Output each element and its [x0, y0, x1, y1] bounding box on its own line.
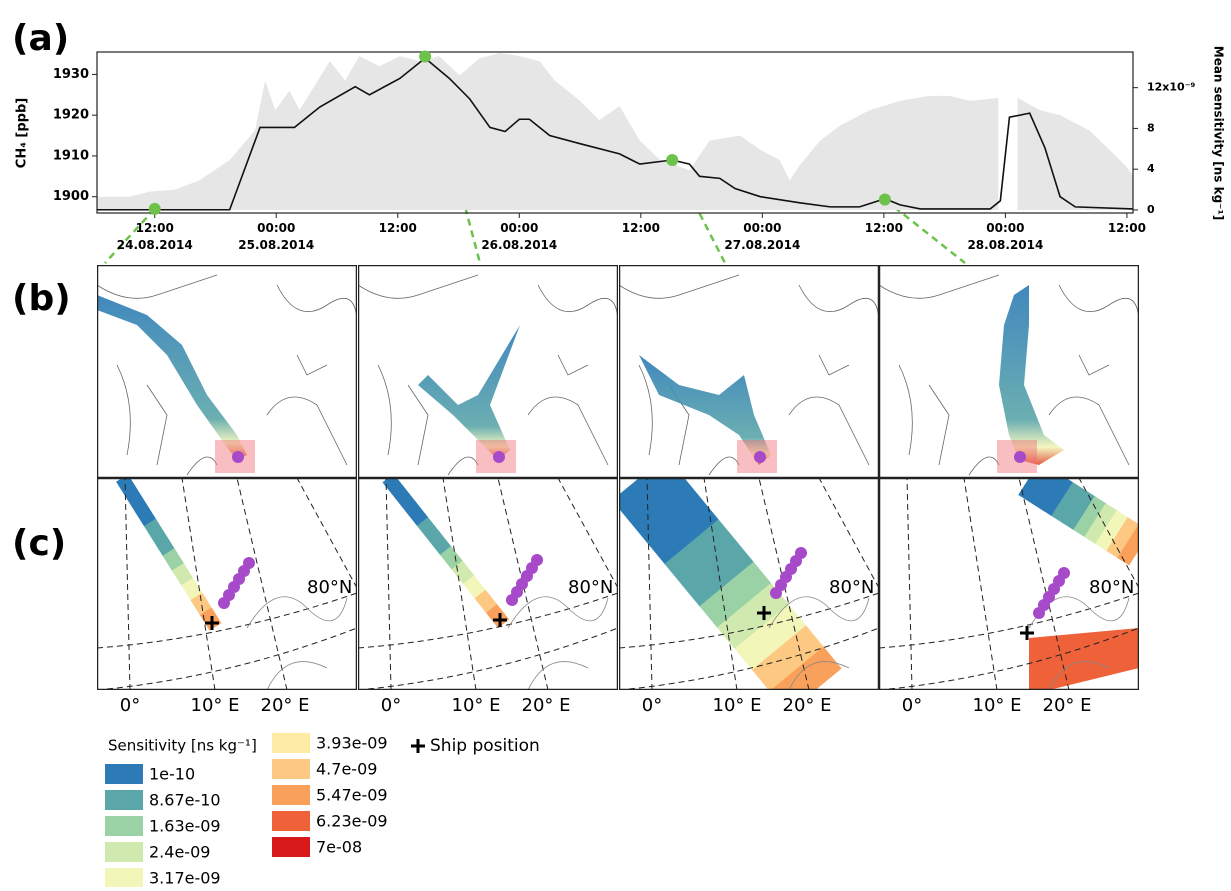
lon-label: 10° E — [191, 695, 240, 716]
parallel-label: 80°N — [829, 577, 874, 598]
lon-label: 20° E — [1043, 695, 1092, 716]
zoom-panel: 80°N — [97, 474, 357, 690]
lon-label: 20° E — [261, 695, 310, 716]
x-tick-label: 12:00 — [865, 221, 903, 235]
track — [232, 451, 244, 463]
sensitivity-area — [97, 53, 1133, 210]
y2-tick-label: 0 — [1147, 203, 1155, 216]
legend-label: 7e-08 — [316, 838, 362, 857]
track — [795, 547, 807, 559]
track — [1058, 567, 1070, 579]
map-panel — [879, 265, 1139, 478]
legend-swatch — [272, 837, 310, 857]
legend-label: 3.17e-09 — [149, 869, 221, 888]
legend-label: 4.7e-09 — [316, 760, 377, 779]
lon-label: 0° — [120, 695, 140, 716]
legend-swatch — [272, 785, 310, 805]
legend-swatch — [272, 759, 310, 779]
track — [1014, 451, 1026, 463]
legend-swatch — [105, 764, 143, 784]
x-tick-label: 12:00 — [622, 221, 660, 235]
highlight-point — [149, 203, 161, 215]
legend-label: 3.93e-09 — [316, 734, 388, 753]
legend-label: 5.47e-09 — [316, 786, 388, 805]
lon-label: 10° E — [713, 695, 762, 716]
panel-label: (c) — [12, 523, 66, 564]
x-tick-label: 00:0028.08.2014 — [967, 221, 1043, 252]
x-tick-label: 12:00 — [1108, 221, 1146, 235]
connector — [105, 209, 155, 263]
y-tick-label: 1930 — [53, 67, 89, 82]
highlight-point — [879, 194, 891, 206]
map-panel — [358, 265, 618, 478]
x-tick-label: 12:00 — [379, 221, 417, 235]
y-axis-label: CH₄ [ppb] — [15, 98, 30, 168]
panel-label: (a) — [12, 18, 69, 59]
legend-label: 8.67e-10 — [149, 791, 221, 810]
lon-label: 10° E — [973, 695, 1022, 716]
highlight-point — [666, 154, 678, 166]
parallel-label: 80°N — [568, 577, 613, 598]
lon-label: 0° — [902, 695, 922, 716]
track — [243, 557, 255, 569]
y-tick-label: 1910 — [53, 148, 89, 163]
zoom-panel: 80°N — [879, 461, 1151, 690]
legend-ship: Ship position — [430, 736, 540, 756]
track — [493, 451, 505, 463]
figure: (a) (b) (c) CH₄ [ppb] Mean sensitivity [… — [0, 0, 1231, 887]
legend-label: 6.23e-09 — [316, 812, 388, 831]
track — [531, 554, 543, 566]
legend-swatch — [105, 816, 143, 836]
zoom-panel: 80°N — [612, 456, 879, 713]
legend-swatch — [105, 790, 143, 810]
highlight-point — [419, 50, 431, 62]
lon-label: 10° E — [452, 695, 501, 716]
ship-icon — [411, 739, 425, 753]
legend-label: 1e-10 — [149, 765, 195, 784]
y2-axis-label: Mean sensitivity [ns kg⁻¹] — [1212, 46, 1226, 221]
legend-label: 2.4e-09 — [149, 843, 210, 862]
x-tick-label: 00:0027.08.2014 — [724, 221, 800, 252]
map-panel — [97, 265, 357, 478]
legend-swatch — [105, 868, 143, 887]
parallel-label: 80°N — [307, 577, 352, 598]
y2-tick-label: 8 — [1147, 121, 1155, 134]
lon-label: 20° E — [783, 695, 832, 716]
plot: 190019101920193004812x10⁻⁹12:0024.08.201… — [53, 50, 1196, 251]
legend-title: Sensitivity [ns kg⁻¹] — [108, 737, 257, 755]
legend-swatch — [105, 842, 143, 862]
legend-swatch — [272, 811, 310, 831]
lon-label: 20° E — [522, 695, 571, 716]
zoom-panel: 80°N — [358, 474, 618, 690]
panel-label: (b) — [12, 278, 71, 319]
track — [754, 451, 766, 463]
lon-label: 0° — [642, 695, 662, 716]
map-panel — [619, 265, 879, 478]
parallel-label: 80°N — [1089, 577, 1134, 598]
y-tick-label: 1900 — [53, 189, 89, 204]
lon-label: 0° — [381, 695, 401, 716]
legend-label: 1.63e-09 — [149, 817, 221, 836]
legend-swatch — [272, 733, 310, 753]
y2-tick-label: 4 — [1147, 162, 1155, 175]
y-tick-label: 1920 — [53, 108, 89, 123]
y2-tick-label: 12x10⁻⁹ — [1147, 81, 1196, 94]
